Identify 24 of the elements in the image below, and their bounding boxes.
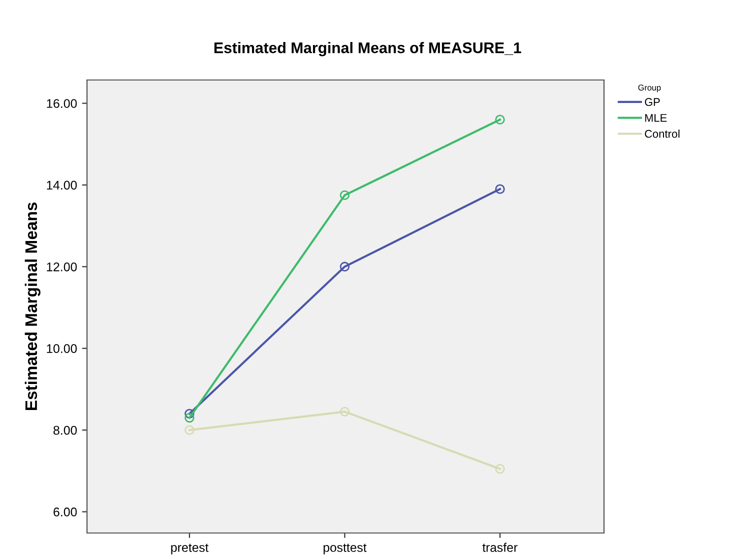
y-tick-label: 8.00 [53,426,77,435]
legend-label: Control [644,130,680,138]
y-tick-label: 6.00 [54,508,77,516]
point [340,262,350,272]
x-tick-label: trasfer [482,542,518,552]
legend-title: Group [638,84,661,92]
point [184,412,194,423]
point [495,464,505,474]
x-tick-label: pretest [171,544,208,554]
legend-label: MLE [645,114,667,122]
chart-title: Estimated Marginal Means of MEASURE_1 [214,42,522,56]
point [340,406,350,417]
legend-label: GP [644,98,660,106]
point [495,184,505,194]
y-tick-label: 14.00 [46,180,77,190]
y-tick-label: 10.00 [46,344,77,354]
x-tick-label: posttest [324,544,367,554]
point [340,190,350,200]
point [184,425,194,435]
y-tick-label: 12.00 [46,262,77,272]
y-axis-title: Estimated Marginal Means [24,202,40,410]
point [495,114,505,124]
y-tick-label: 16.00 [46,99,77,108]
point [184,408,194,419]
